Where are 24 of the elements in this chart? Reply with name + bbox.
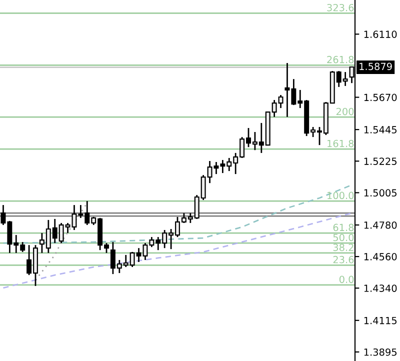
annotation: 23.6 (333, 256, 354, 264)
line-series (2, 184, 352, 244)
annotation: 38.2 (333, 244, 354, 252)
y-tick-label: 1.5670 (364, 94, 397, 102)
ref-line-label: 1.5879 (360, 62, 392, 70)
annotation: 50.0 (333, 234, 354, 242)
y-tick-label: 1.4340 (364, 284, 397, 292)
y-tick-label: 1.4780 (364, 221, 397, 229)
y-tick-label: 1.5005 (364, 189, 397, 197)
annotation: 323.6 (327, 4, 354, 12)
annotation: 161.8 (328, 140, 354, 148)
y-tick-label: 1.5445 (364, 126, 397, 134)
annotation: 100.0 (328, 192, 354, 200)
y-tick-label: 1.4560 (364, 253, 397, 260)
annotation: 61.8 (333, 224, 354, 232)
line-series (2, 212, 352, 289)
line-series (34, 202, 88, 281)
y-tick-label: 1.3895 (364, 348, 397, 356)
annotation: 0.0 (339, 276, 354, 284)
y-tick-label: 1.4115 (364, 317, 397, 324)
annotation: 261.8 (327, 56, 354, 64)
annotation: 200 (336, 108, 354, 116)
y-tick-label: 1.6110 (364, 30, 397, 38)
y-tick-label: 1.5225 (364, 158, 397, 165)
